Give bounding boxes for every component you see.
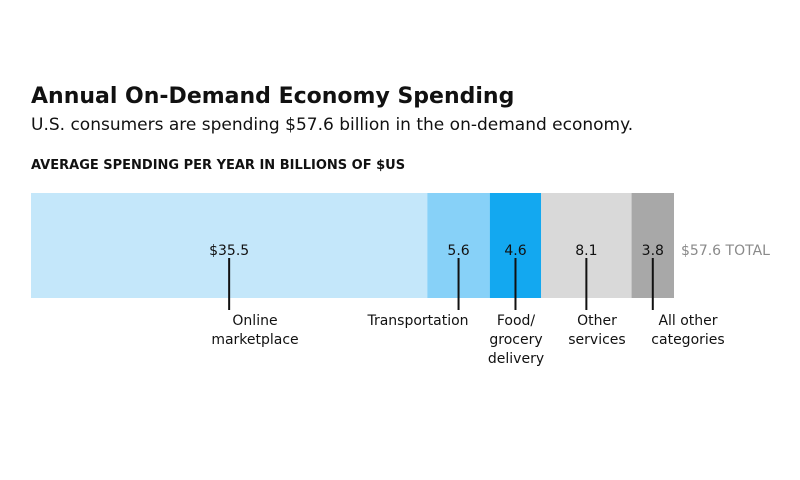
value-label: 5.6	[447, 243, 469, 259]
category-label: Other	[577, 313, 617, 329]
category-label: services	[568, 332, 625, 348]
category-label: delivery	[488, 351, 544, 367]
value-label: 3.8	[642, 243, 664, 259]
category-label: All other	[658, 313, 717, 329]
category-label: Food/	[497, 313, 536, 329]
value-label: 8.1	[575, 243, 597, 259]
chart-title: Annual On-Demand Economy Spending	[31, 84, 515, 109]
value-label: $35.5	[209, 243, 249, 259]
category-label: categories	[651, 332, 724, 348]
chart-subtitle: U.S. consumers are spending $57.6 billio…	[31, 115, 634, 135]
category-label: Transportation	[366, 313, 468, 329]
value-label: 4.6	[504, 243, 526, 259]
total-label: $57.6 TOTAL	[681, 243, 770, 259]
axis-label: AVERAGE SPENDING PER YEAR IN BILLIONS OF…	[31, 158, 406, 173]
category-label: marketplace	[211, 332, 298, 348]
category-label: grocery	[489, 332, 542, 348]
category-label: Online	[232, 313, 277, 329]
